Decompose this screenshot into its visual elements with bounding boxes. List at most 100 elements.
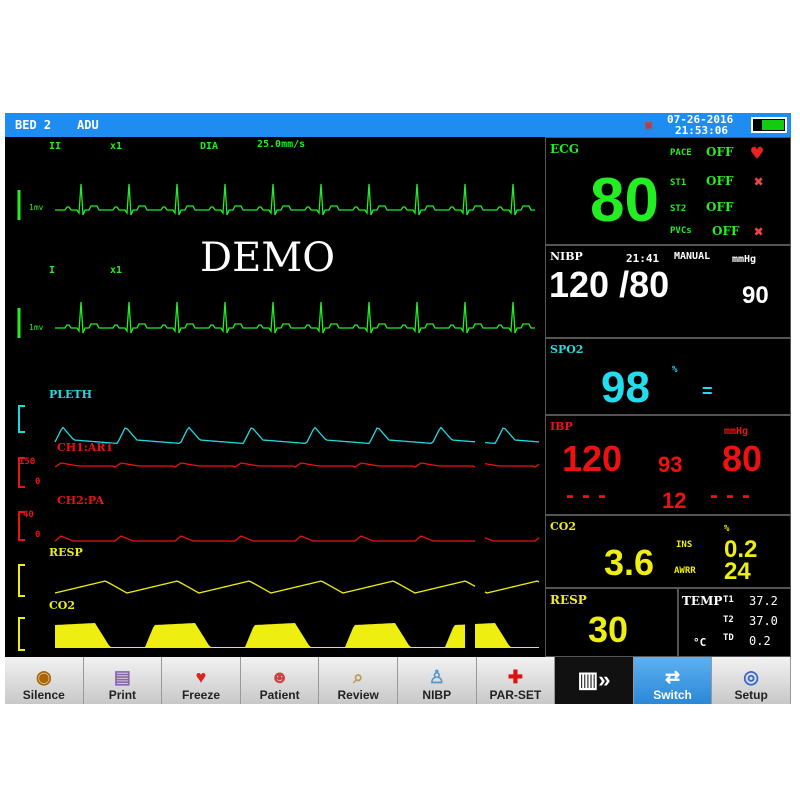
freeze-button[interactable]: ♥ Freeze [162,657,241,704]
button-label: Print [108,688,137,702]
keypad-forward-icon: ▥» [577,666,611,692]
pleth-waveform [54,426,476,445]
ecg1-filter[interactable]: DIA [200,141,219,152]
patient-monitor-screen: BED 2 ADU ▣ 07-26-2016 21:53:06 II x1 DI… [5,113,791,704]
ecg-panel[interactable]: ECG 80 PACE OFF ♥ ST1 OFF ✖ ST2 OFF PVCs… [545,137,791,245]
printer-icon: ▤ [113,667,131,687]
st1-value: OFF [706,174,734,188]
patient-icon: ☻ [270,667,290,687]
pa-label: CH2:PA [57,494,104,507]
co2-title: CO2 [550,520,576,533]
pulse-indicator: = [702,381,713,401]
art-waveform [484,463,540,468]
nibp-panel[interactable]: NIBP 21:41 MANUAL mmHg 120 /80 90 [545,245,791,338]
temp-panel[interactable]: TEMP T1 37.2 T2 37.0 °C TD 0.2 [678,588,791,657]
layout-button[interactable]: ▥» [555,657,634,704]
person-icon: ♙ [428,667,445,687]
button-label: Silence [22,688,65,702]
setup-button[interactable]: ◎ Setup [712,657,791,704]
co2-wave-label: CO2 [49,599,75,612]
patient-type: ADU [77,118,99,132]
ibp-unit: mmHg [724,426,749,437]
button-label: Review [337,688,379,702]
review-button[interactable]: ⌕ Review [319,657,398,704]
date: 07-26-2016 [667,113,734,126]
ecg2-waveform [55,301,535,334]
t1-label: T1 [723,595,734,605]
button-label: Switch [653,688,692,702]
demo-watermark: DEMO [200,235,336,281]
ibp-title: IBP [550,420,573,433]
switch-button[interactable]: ⇄ Switch [633,657,713,704]
pleth-scale-bracket [18,405,25,433]
spo2-unit: % [672,365,678,375]
waveform-canvas [17,183,540,651]
patient-button[interactable]: ☻ Patient [240,657,320,704]
art-waveform [54,462,476,468]
par-set-button[interactable]: ✚ PAR-SET [476,657,556,704]
ecg1-waveform [55,183,535,216]
silence-button[interactable]: ◉ Silence [5,657,84,704]
nibp-button[interactable]: ♙ NIBP [397,657,477,704]
resp-scale-bracket [18,564,25,597]
nibp-time: 21:41 [626,252,660,265]
co2-scale-bracket [18,617,25,651]
art-scale-bracket [18,457,25,488]
resp-waveform [484,580,540,594]
st1-label: ST1 [670,178,687,188]
ecg2-lead[interactable]: I [49,265,56,276]
awrr-label: AWRR [674,566,696,576]
t2-label: T2 [723,615,734,625]
pleth-waveform [484,427,540,445]
st2-label: ST2 [670,204,687,214]
pa-scale-bracket [18,511,25,541]
temp-unit: °C [693,636,707,649]
ecg2-scale: 1mv [29,323,44,332]
spo2-panel[interactable]: SPO2 98 % = [545,338,791,415]
ecg1-lead[interactable]: II [49,141,62,152]
ecg1-speed[interactable]: 25.0mm/s [257,139,306,150]
ibp-ch2-mean: 12 [662,488,687,513]
button-label: Patient [259,688,300,702]
print-button[interactable]: ▤ Print [83,657,163,704]
ecg2-gain[interactable]: x1 [110,265,123,276]
switch-arrows-icon: ⇄ [665,667,681,687]
ecg1-scale: 1mv [29,203,44,212]
heart-icon: ♥ [751,141,764,165]
spo2-title: SPO2 [550,343,584,356]
resp-wave-label: RESP [49,546,83,559]
pa-scale-low: 0 [35,530,41,540]
medical-cross-icon: ✚ [507,667,523,687]
nibp-sys-dia: 120 /80 [549,264,670,305]
t1-value: 37.2 [749,594,778,608]
pvcs-label: PVCs [670,226,692,236]
button-label: NIBP [422,688,452,702]
nibp-title: NIBP [550,250,583,263]
temp-title: TEMP [682,594,723,608]
nibp-unit: mmHg [732,254,757,265]
ibp-ch2-dia: --- [710,482,758,509]
bed-label: BED 2 [15,118,52,132]
awrr-value: 24 [724,558,751,585]
pleth-label: PLETH [49,388,92,401]
td-value: 0.2 [749,634,771,648]
resp-panel[interactable]: RESP 30 [545,588,678,657]
ecg1-gain[interactable]: x1 [110,141,123,152]
alarm-off-icon: ✖ [754,172,764,191]
co2-panel[interactable]: CO2 3.6 % INS 0.2 AWRR 24 [545,515,791,588]
ins-value: 0.2 [724,536,758,563]
heart-icon: ♥ [195,667,207,687]
art-scale-high: 150 [19,457,36,467]
art-scale-low: 0 [35,477,41,487]
td-label: TD [723,633,734,643]
magnifier-icon: ⌕ [353,667,364,687]
pa-waveform [484,537,540,542]
nibp-mean: 90 [742,282,769,309]
resp-title: RESP [550,593,587,607]
ibp-ch1-sys: 120 [562,438,623,479]
pvcs-value: OFF [712,224,740,238]
ibp-panel[interactable]: IBP mmHg 120 93 80 --- 12 --- [545,415,791,515]
ins-label: INS [676,540,693,550]
ibp-ch1-dia: 80 [722,438,763,479]
toolbar: ◉ Silence ▤ Print ♥ Freeze ☻ Patient ⌕ Review… [5,657,791,704]
